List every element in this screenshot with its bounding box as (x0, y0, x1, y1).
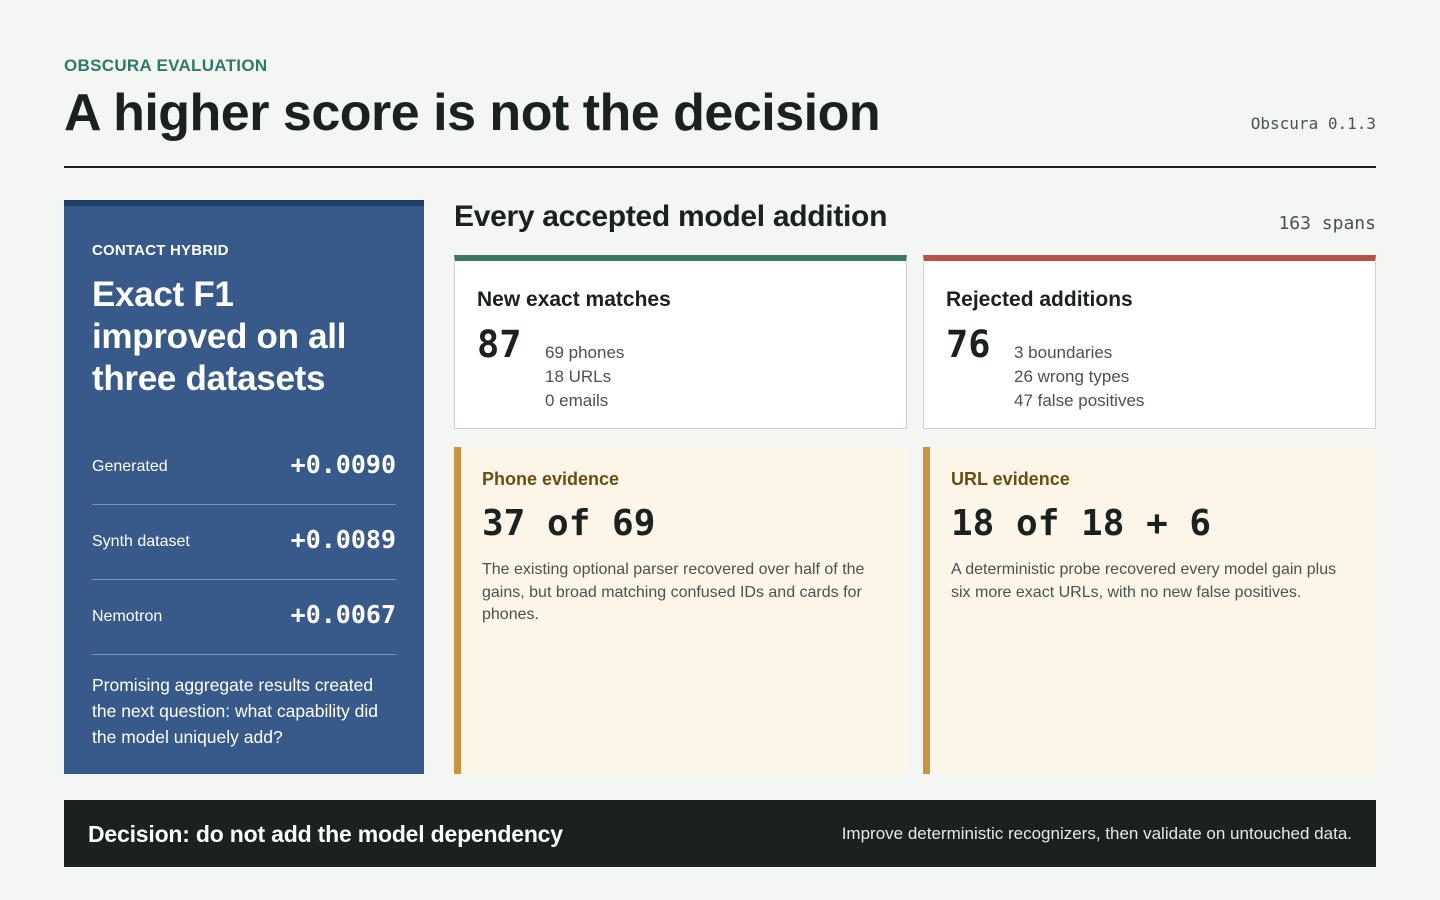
page-eyebrow: OBSCURA EVALUATION (64, 56, 268, 75)
summary-headline: Exact F1 improved on all three datasets (92, 275, 347, 398)
metric-value: +0.0089 (290, 525, 396, 554)
evidence-description: A deterministic probe recovered every mo… (951, 561, 1337, 601)
metric-label: Nemotron (92, 608, 163, 625)
metric-row-synth: Synth dataset +0.0089 (92, 505, 396, 580)
metric-value: +0.0090 (290, 450, 396, 479)
evidence-title: Phone evidence (482, 469, 620, 489)
metric-row-nemotron: Nemotron +0.0067 (92, 580, 396, 655)
section-title: Every accepted model addition (454, 200, 888, 233)
decision-note: Improve deterministic recognizers, then … (841, 824, 1352, 843)
evidence-figure: 37 of 69 (482, 503, 656, 544)
span-count: 163 spans (1278, 213, 1376, 234)
metric-label: Generated (92, 458, 168, 475)
metric-label: Synth dataset (92, 533, 190, 550)
card-breakdown: 69 phones 18 URLs 0 emails (545, 341, 624, 413)
url-evidence-card: URL evidence 18 of 18 + 6 A deterministi… (923, 447, 1376, 774)
header-divider (64, 166, 1376, 168)
summary-note: Promising aggregate results created the … (92, 675, 379, 747)
breakdown-item: 0 emails (545, 391, 609, 410)
phone-evidence-card: Phone evidence 37 of 69 The existing opt… (454, 447, 907, 774)
card-title: Rejected additions (946, 288, 1133, 311)
summary-eyebrow: CONTACT HYBRID (92, 242, 229, 259)
rejected-additions-card: Rejected additions 76 3 boundaries 26 wr… (923, 255, 1376, 429)
summary-panel: CONTACT HYBRID Exact F1 improved on all … (64, 200, 424, 774)
card-breakdown: 3 boundaries 26 wrong types 47 false pos… (1014, 341, 1144, 413)
breakdown-item: 3 boundaries (1014, 343, 1113, 362)
decision-title: Decision: do not add the model dependenc… (88, 821, 563, 847)
breakdown-item: 18 URLs (545, 367, 612, 386)
evidence-title: URL evidence (951, 469, 1070, 489)
metric-value: +0.0067 (290, 600, 396, 629)
evidence-figure: 18 of 18 + 6 (951, 503, 1212, 544)
breakdown-item: 26 wrong types (1014, 367, 1130, 386)
breakdown-item: 69 phones (545, 343, 625, 362)
breakdown-item: 47 false positives (1014, 391, 1145, 410)
exact-matches-card: New exact matches 87 69 phones 18 URLs 0… (454, 255, 907, 429)
evidence-description: The existing optional parser recovered o… (482, 561, 865, 623)
evaluation-page: OBSCURA EVALUATION A higher score is not… (64, 0, 1376, 900)
card-title: New exact matches (477, 288, 671, 311)
version-label: Obscura 0.1.3 (1250, 114, 1376, 133)
page-title: A higher score is not the decision (64, 84, 881, 142)
decision-banner: Decision: do not add the model dependenc… (64, 800, 1376, 867)
metric-row-generated: Generated +0.0090 (92, 430, 396, 505)
card-total: 76 (946, 323, 991, 366)
card-total: 87 (477, 323, 522, 366)
